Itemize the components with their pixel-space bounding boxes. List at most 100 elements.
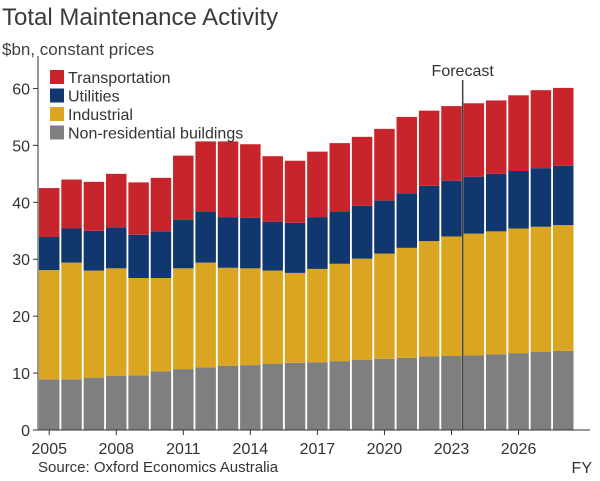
bar-non-residential-buildings-2007 bbox=[83, 377, 105, 430]
bar-industrial-2019 bbox=[351, 258, 373, 360]
bar-utilities-2019 bbox=[351, 205, 373, 259]
bar-non-residential-buildings-2027 bbox=[530, 352, 552, 430]
bar-transportation-2024 bbox=[463, 103, 485, 177]
bar-utilities-2010 bbox=[150, 231, 172, 279]
bar-transportation-2011 bbox=[173, 155, 194, 220]
bar-industrial-2022 bbox=[418, 241, 440, 357]
bar-transportation-2014 bbox=[240, 144, 261, 218]
bar-utilities-2022 bbox=[418, 185, 440, 242]
bar-utilities-2014 bbox=[240, 217, 261, 269]
bar-non-residential-buildings-2012 bbox=[195, 367, 216, 430]
bar-industrial-2005 bbox=[38, 270, 60, 380]
annotations-group: Forecast bbox=[432, 63, 494, 430]
legend-label-transportation: Transportation bbox=[68, 70, 171, 87]
x-tick-label-2008: 2008 bbox=[98, 441, 134, 458]
bar-transportation-2012 bbox=[195, 141, 216, 212]
bar-non-residential-buildings-2024 bbox=[463, 355, 485, 430]
bar-transportation-2015 bbox=[262, 156, 283, 222]
bar-utilities-2025 bbox=[485, 173, 507, 232]
bar-transportation-2019 bbox=[351, 136, 373, 206]
bar-industrial-2018 bbox=[329, 263, 350, 362]
x-tick-label-2014: 2014 bbox=[233, 441, 269, 458]
bar-non-residential-buildings-2022 bbox=[418, 356, 440, 430]
bar-utilities-2020 bbox=[374, 200, 395, 254]
bar-transportation-2017 bbox=[307, 151, 328, 218]
bar-industrial-2012 bbox=[195, 262, 216, 368]
bar-non-residential-buildings-2016 bbox=[284, 362, 306, 430]
bar-utilities-2005 bbox=[38, 237, 60, 271]
bar-industrial-2017 bbox=[307, 268, 328, 363]
bar-non-residential-buildings-2017 bbox=[307, 362, 328, 430]
bar-non-residential-buildings-2014 bbox=[240, 365, 261, 430]
bar-industrial-2014 bbox=[240, 268, 261, 366]
axes-group: 0 10 20 30 40 50 60 2005 2008 2011 2014 2017 2020 202… bbox=[12, 56, 592, 477]
bar-transportation-2022 bbox=[418, 110, 440, 186]
bar-utilities-2024 bbox=[463, 176, 485, 234]
bar-utilities-2021 bbox=[396, 193, 418, 248]
bar-industrial-2011 bbox=[173, 268, 194, 370]
bar-industrial-2010 bbox=[150, 278, 172, 372]
legend-label-non-residential-buildings: Non-residential buildings bbox=[68, 126, 243, 143]
bar-non-residential-buildings-2010 bbox=[150, 371, 172, 430]
y-tick-label-40: 40 bbox=[12, 195, 30, 212]
bar-industrial-2008 bbox=[106, 268, 127, 376]
bar-industrial-2024 bbox=[463, 233, 485, 356]
bar-utilities-2009 bbox=[128, 234, 149, 279]
legend-swatch-non-residential-buildings bbox=[50, 125, 64, 140]
bar-transportation-2016 bbox=[284, 160, 306, 223]
bar-transportation-2010 bbox=[150, 177, 172, 232]
bar-non-residential-buildings-2013 bbox=[217, 365, 239, 430]
bar-transportation-2028 bbox=[553, 87, 574, 166]
bar-industrial-2021 bbox=[396, 247, 418, 358]
bar-transportation-2020 bbox=[374, 128, 395, 201]
x-axis-label: FY bbox=[572, 460, 593, 477]
bar-transportation-2008 bbox=[106, 173, 127, 228]
bar-utilities-2028 bbox=[553, 165, 574, 226]
bar-utilities-2012 bbox=[195, 211, 216, 263]
bar-non-residential-buildings-2009 bbox=[128, 375, 149, 430]
bar-transportation-2005 bbox=[38, 188, 60, 238]
bar-transportation-2025 bbox=[485, 100, 507, 174]
legend-label-industrial: Industrial bbox=[68, 107, 133, 124]
bar-non-residential-buildings-2019 bbox=[351, 359, 373, 430]
bars-group bbox=[38, 87, 574, 430]
bar-transportation-2018 bbox=[329, 143, 350, 212]
bar-non-residential-buildings-2018 bbox=[329, 361, 350, 430]
legend-swatch-industrial bbox=[50, 107, 64, 121]
bar-transportation-2013 bbox=[217, 141, 239, 218]
legend-swatch-transportation bbox=[50, 70, 64, 84]
bar-utilities-2017 bbox=[307, 217, 328, 269]
bar-non-residential-buildings-2021 bbox=[396, 357, 418, 430]
x-tick-label-2005: 2005 bbox=[31, 441, 67, 458]
bar-industrial-2006 bbox=[61, 262, 82, 380]
y-tick-label-30: 30 bbox=[12, 252, 30, 269]
source-note: Source: Oxford Economics Australia bbox=[38, 459, 279, 476]
bar-industrial-2015 bbox=[262, 270, 283, 364]
bar-industrial-2025 bbox=[485, 231, 507, 355]
bar-non-residential-buildings-2011 bbox=[173, 369, 194, 430]
bar-non-residential-buildings-2020 bbox=[374, 358, 395, 430]
bar-utilities-2018 bbox=[329, 211, 350, 264]
bar-transportation-2027 bbox=[530, 90, 552, 169]
bar-industrial-2016 bbox=[284, 272, 306, 363]
bar-transportation-2021 bbox=[396, 116, 418, 194]
x-tick-label-2017: 2017 bbox=[300, 441, 336, 458]
bar-utilities-2026 bbox=[508, 171, 529, 229]
bar-non-residential-buildings-2025 bbox=[485, 354, 507, 430]
bar-utilities-2013 bbox=[217, 217, 239, 268]
x-tick-label-2020: 2020 bbox=[367, 441, 403, 458]
bar-utilities-2027 bbox=[530, 168, 552, 227]
bar-non-residential-buildings-2015 bbox=[262, 363, 283, 430]
bar-industrial-2007 bbox=[83, 270, 105, 378]
bar-industrial-2023 bbox=[441, 236, 462, 356]
y-tick-label-60: 60 bbox=[12, 81, 30, 98]
y-tick-label-0: 0 bbox=[21, 423, 30, 440]
bar-non-residential-buildings-2005 bbox=[38, 379, 60, 430]
bar-industrial-2026 bbox=[508, 228, 529, 354]
chart-subtitle: $bn, constant prices bbox=[2, 40, 155, 59]
bar-transportation-2026 bbox=[508, 95, 529, 171]
bar-transportation-2009 bbox=[128, 182, 149, 235]
bar-industrial-2013 bbox=[217, 267, 239, 366]
bar-industrial-2027 bbox=[530, 226, 552, 353]
